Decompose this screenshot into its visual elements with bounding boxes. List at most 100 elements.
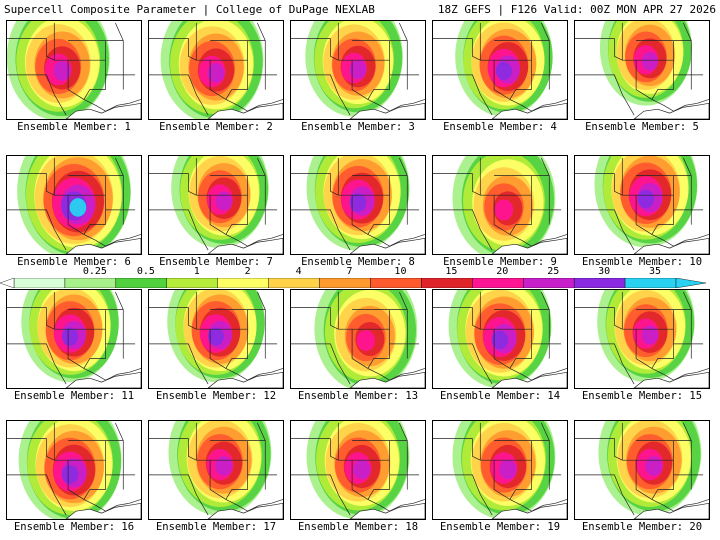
state-border (291, 343, 351, 385)
state-border (95, 99, 141, 112)
gulf-coastline (633, 371, 709, 388)
state-border (7, 209, 67, 251)
state-border (291, 438, 339, 461)
member-label: Ensemble Member: 8 (301, 256, 415, 268)
state-border (54, 459, 96, 506)
state-border (7, 173, 55, 196)
scp-contour (349, 59, 367, 80)
ensemble-member-panel: Ensemble Member: 15 (574, 289, 710, 402)
member-label: Ensemble Member: 2 (159, 121, 273, 133)
state-border (541, 22, 550, 90)
state-border (196, 194, 238, 241)
state-border (521, 368, 567, 381)
ensemble-member-panel: Ensemble Member: 13 (290, 289, 426, 402)
state-border (683, 422, 692, 490)
member-label: Ensemble Member: 15 (581, 390, 703, 402)
state-border (257, 157, 266, 225)
state-border (83, 358, 106, 369)
state-border (509, 358, 532, 369)
scp-contour (215, 456, 233, 476)
colorbar-legend: 0.25 0.5 1 2 4 7 10 15 20 25 30 35 (0, 266, 720, 288)
state-border (338, 194, 380, 241)
sfc-map (290, 289, 426, 389)
member-label: Ensemble Member: 7 (159, 256, 273, 268)
colorbar-segment (319, 278, 371, 288)
ensemble-member-panel: Ensemble Member: 17 (148, 420, 284, 533)
sfc-map (290, 20, 426, 120)
colorbar-tick-label: 10 (394, 266, 407, 277)
gulf-coastline (491, 102, 567, 119)
sfc-map (6, 420, 142, 520)
state-border (575, 209, 635, 251)
state-border (622, 194, 664, 241)
state-border (379, 234, 425, 247)
ensemble-member-panel: Ensemble Member: 1 (6, 20, 142, 133)
colorbar-segment (370, 278, 422, 288)
member-label: Ensemble Member: 5 (585, 121, 699, 133)
gulf-coastline (491, 502, 567, 519)
ensemble-member-panel: Ensemble Member: 19 (432, 420, 568, 533)
scp-contour (641, 51, 659, 71)
colorbar-tail (0, 278, 15, 288)
colorbar-segment (64, 278, 117, 288)
state-border (196, 328, 238, 375)
state-border (521, 234, 567, 247)
state-border (149, 209, 209, 251)
colorbar-segment (421, 278, 473, 288)
state-border (433, 438, 481, 461)
sfc-map (574, 420, 710, 520)
state-border (663, 368, 709, 381)
colorbar-tick-label: 1 (193, 266, 200, 277)
gulf-coastline (65, 371, 141, 388)
state-border (663, 99, 709, 112)
state-border (83, 489, 106, 500)
ensemble-member-panel: Ensemble Member: 9 (432, 155, 568, 268)
sfc-map (148, 20, 284, 120)
scp-contour (215, 191, 233, 211)
state-border (225, 89, 248, 100)
colorbar-tick-label: 35 (649, 266, 662, 277)
state-border (521, 99, 567, 112)
state-border (7, 74, 67, 116)
sfc-map (290, 155, 426, 255)
scp-contour (62, 327, 79, 346)
state-border (480, 459, 522, 506)
state-border (7, 343, 67, 385)
state-border (7, 474, 67, 516)
state-border (54, 328, 96, 375)
scp-contour (69, 198, 87, 217)
state-border (541, 291, 550, 359)
gulf-coastline (207, 237, 283, 254)
sfc-map (290, 420, 426, 520)
gulf-coastline (207, 502, 283, 519)
state-border (433, 209, 493, 251)
state-border (575, 307, 623, 330)
colorbar-tick-label: 15 (445, 266, 458, 277)
state-border (54, 59, 96, 106)
header-valid-time: 18Z GEFS | F126 Valid: 00Z MON APR 27 20… (437, 3, 716, 16)
state-border (651, 89, 674, 100)
gulf-coastline (491, 237, 567, 254)
scp-contour (645, 456, 663, 476)
state-border (480, 59, 522, 106)
state-border (225, 224, 248, 235)
state-border (575, 38, 623, 61)
state-border (651, 224, 674, 235)
state-border (237, 234, 283, 247)
state-border (433, 74, 493, 116)
state-border (509, 489, 532, 500)
state-border (575, 474, 635, 516)
scp-contour (353, 459, 371, 480)
state-border (575, 343, 635, 385)
state-border (83, 89, 106, 100)
member-label: Ensemble Member: 4 (443, 121, 557, 133)
colorbar-segment (624, 278, 677, 288)
state-border (622, 459, 664, 506)
state-border (149, 173, 197, 196)
state-border (237, 499, 283, 512)
colorbar-tick-label: 25 (547, 266, 560, 277)
state-border (237, 368, 283, 381)
state-border (149, 474, 209, 516)
state-border (196, 459, 238, 506)
state-border (399, 22, 408, 90)
